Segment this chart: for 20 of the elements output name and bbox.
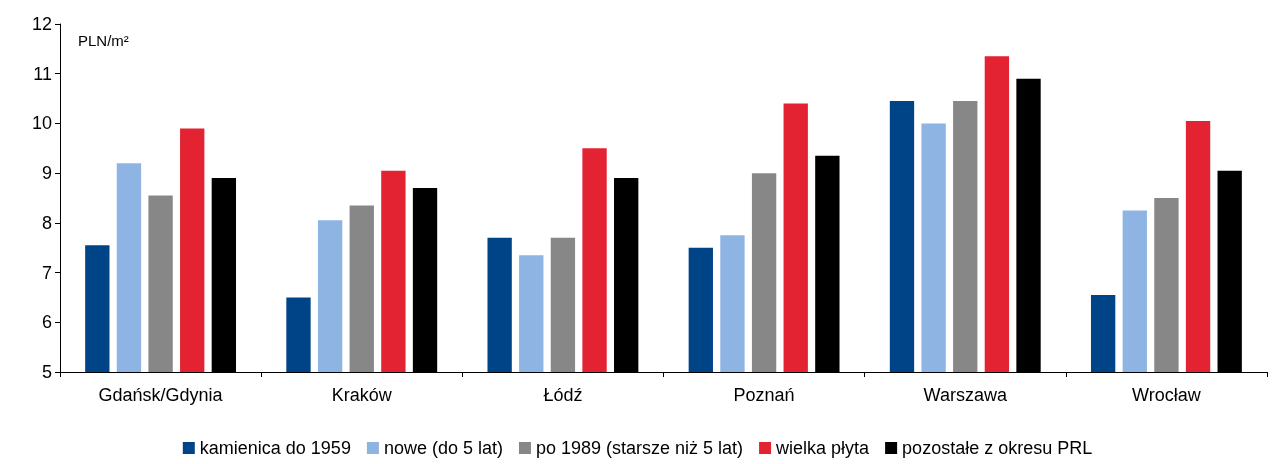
x-tick-label: Wrocław bbox=[1132, 385, 1202, 405]
x-tick-label: Łódź bbox=[543, 385, 583, 405]
y-axis-title: PLN/m² bbox=[78, 32, 129, 49]
y-tick-label: 11 bbox=[33, 63, 52, 84]
y-tick-label: 6 bbox=[41, 312, 52, 333]
x-tick-label: Kraków bbox=[331, 385, 393, 405]
x-tick-label: Poznań bbox=[733, 385, 795, 405]
x-tick-label: Gdańsk/Gdynia bbox=[98, 385, 224, 405]
y-tick-label: 9 bbox=[41, 163, 52, 184]
legend-label: pozostałe z okresu PRL bbox=[902, 438, 1093, 458]
y-tick-label: 8 bbox=[41, 212, 52, 233]
legend-label: po 1989 (starsze niż 5 lat) bbox=[535, 438, 744, 458]
legend-label: kamienica do 1959 bbox=[199, 438, 351, 458]
x-tick-label: Warszawa bbox=[923, 385, 1008, 405]
legend-label: nowe (do 5 lat) bbox=[383, 438, 503, 458]
y-tick-label: 10 bbox=[31, 113, 52, 134]
y-tick-label: 7 bbox=[41, 262, 52, 283]
y-tick-label: 5 bbox=[41, 362, 52, 382]
legend-label: wielka płyta bbox=[775, 438, 871, 458]
y-tick-label: 12 bbox=[31, 14, 52, 34]
